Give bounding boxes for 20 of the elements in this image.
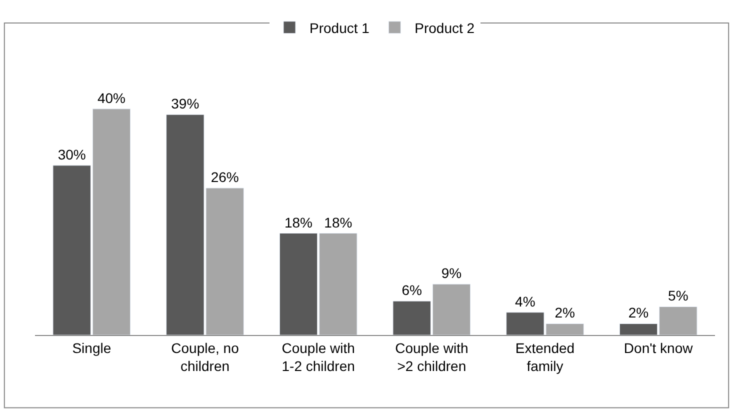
data-label: 5% — [668, 288, 688, 304]
x-tick-label: Extended family — [515, 340, 575, 374]
x-tick-label: Couple, no children — [171, 340, 240, 374]
data-label: 26% — [210, 169, 239, 186]
legend-label: Product 2 — [414, 20, 475, 36]
x-tick-label: Couple with 1-2 children — [282, 340, 355, 374]
data-label: 18% — [324, 214, 352, 230]
data-label: 2% — [628, 304, 649, 321]
data-label: 6% — [402, 282, 422, 298]
data-label: 4% — [515, 293, 536, 310]
data-label: 30% — [58, 146, 86, 162]
data-label: 40% — [97, 90, 126, 106]
data-label: 9% — [441, 265, 462, 282]
data-label: 18% — [284, 214, 313, 230]
legend-label: Product 1 — [310, 20, 370, 36]
x-tick-label: Single — [72, 340, 112, 356]
data-label: 2% — [554, 304, 575, 321]
data-label: 39% — [171, 96, 200, 112]
x-tick-label: Don't know — [624, 340, 694, 356]
x-tick-label: Couple with >2 children — [395, 340, 468, 374]
